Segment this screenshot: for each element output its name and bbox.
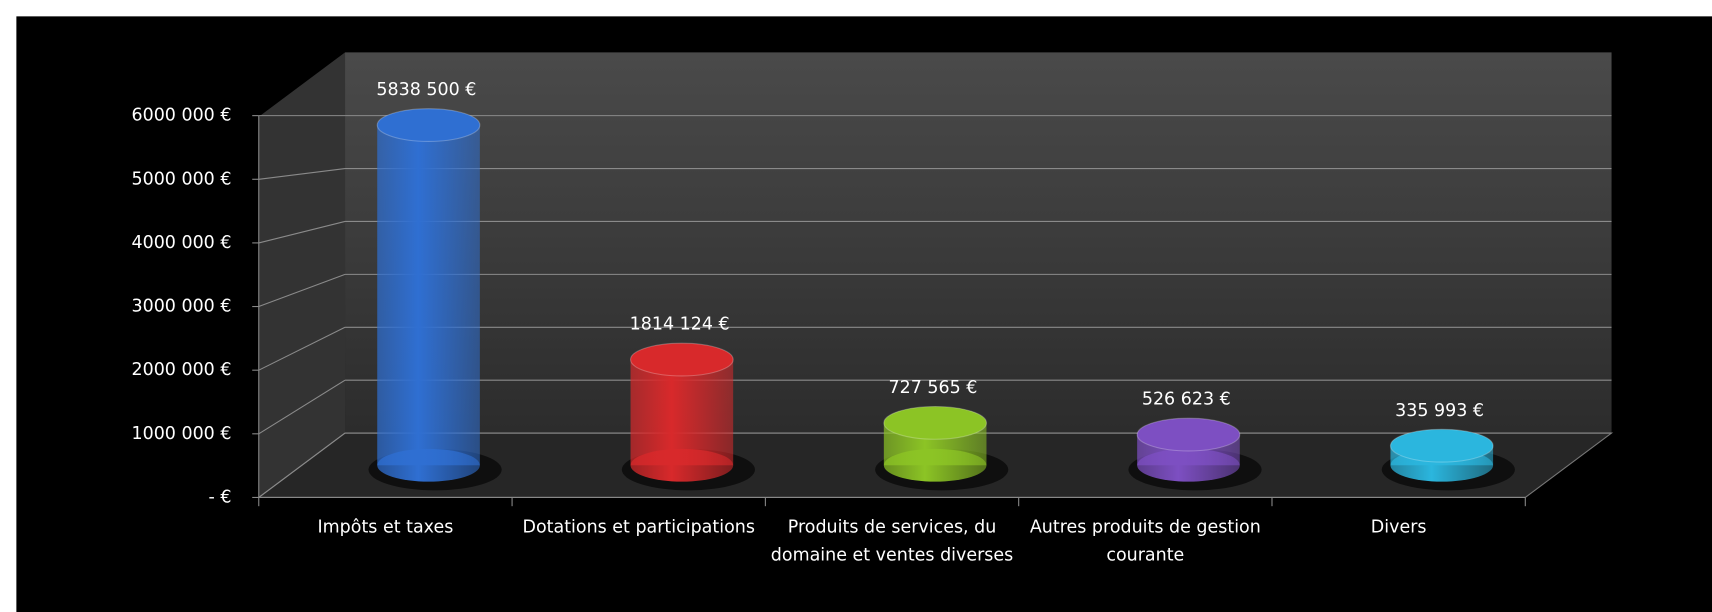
- grid-line: [258, 220, 346, 244]
- x-tick-label: Autres produits de gestion courante: [1029, 516, 1261, 566]
- data-label: 5838 500 €: [376, 80, 476, 100]
- back-wall: [345, 52, 1612, 434]
- data-label: 727 565 €: [889, 378, 978, 398]
- x-tick-label: Divers: [1370, 516, 1427, 537]
- grid-line: [258, 326, 346, 371]
- x-tick-label: Impôts et taxes: [317, 516, 454, 537]
- bar-top: [1389, 428, 1494, 463]
- bar-top: [1136, 417, 1241, 452]
- bar-top: [883, 405, 988, 440]
- x-tick-label-box: Divers: [1370, 516, 1427, 537]
- x-tick-label-box: Impôts et taxes: [317, 516, 454, 537]
- grid-line: [258, 432, 346, 498]
- bar: [630, 359, 734, 466]
- y-tick-label: 6000 000 €: [131, 106, 231, 126]
- x-tick-label-box: Produits de services, du domaine et vent…: [770, 516, 1014, 566]
- grid-line: [258, 273, 346, 308]
- data-label: 335 993 €: [1395, 401, 1484, 421]
- y-tick-label: 3000 000 €: [131, 297, 231, 317]
- y-tick-label: 5000 000 €: [131, 169, 231, 189]
- data-label: 526 623 €: [1142, 390, 1231, 410]
- bar: [377, 125, 480, 466]
- x-tick-label-box: Autres produits de gestion courante: [1029, 516, 1261, 566]
- grid-line: [258, 379, 346, 435]
- y-tick-label: 1000 000 €: [131, 424, 231, 444]
- data-label: 1814 124 €: [630, 315, 730, 335]
- side-wall: [258, 52, 346, 498]
- bar-top: [629, 342, 734, 377]
- x-tick-label-box: Dotations et participations: [522, 516, 755, 537]
- y-tick-label: - €: [209, 487, 232, 507]
- x-tick-label: Produits de services, du domaine et vent…: [770, 516, 1014, 566]
- y-tick-label: 4000 000 €: [131, 233, 231, 253]
- bar-top: [376, 108, 481, 142]
- x-tick-label: Dotations et participations: [522, 516, 755, 537]
- grid-line: [258, 168, 346, 180]
- y-tick-label: 2000 000 €: [131, 360, 231, 380]
